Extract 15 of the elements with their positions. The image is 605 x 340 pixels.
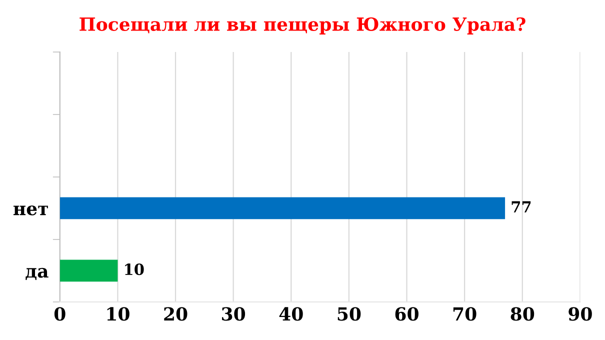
x-tick-label: 50 [338, 307, 361, 321]
x-tick-label: 0 [54, 307, 66, 321]
x-tick-label: 40 [279, 307, 303, 321]
y-tick-label: нет [14, 205, 48, 216]
data-label: 10 [125, 264, 144, 276]
data-label: 77 [512, 201, 531, 212]
chart-title: Посещали ли вы пещеры Южного Урала? [80, 17, 526, 34]
x-tick-label: 60 [395, 307, 418, 321]
y-tick-label: да [26, 268, 48, 280]
x-tick-label: 70 [453, 307, 476, 321]
x-tick-label: 20 [164, 307, 188, 321]
x-tick-label: 90 [568, 307, 592, 321]
x-tick-label: 80 [510, 307, 534, 321]
x-tick-label: 10 [107, 307, 130, 321]
x-tick-label: 30 [222, 307, 246, 321]
